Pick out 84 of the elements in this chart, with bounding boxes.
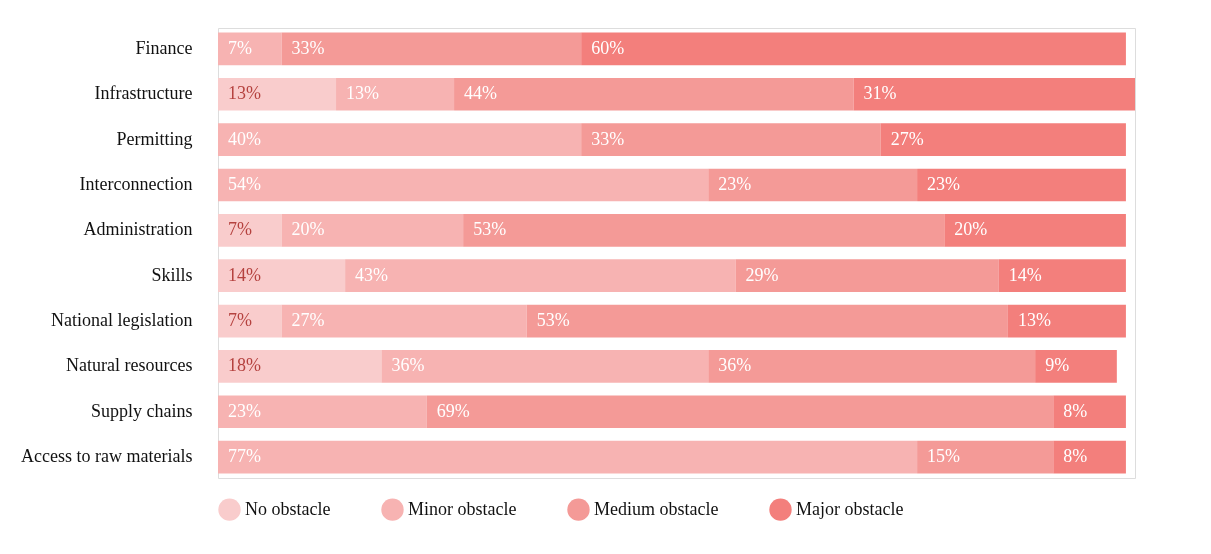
data-label: 31% — [863, 83, 897, 104]
bar — [218, 77, 337, 111]
data-label: 33% — [591, 128, 625, 149]
data-label: 13% — [228, 83, 261, 104]
bar — [281, 32, 582, 66]
data-label: 18% — [228, 355, 261, 376]
bar — [581, 123, 881, 156]
bar — [735, 259, 999, 293]
bar — [218, 213, 282, 247]
y-tick-label: Finance — [135, 37, 193, 58]
bar — [880, 123, 1126, 156]
y-tick-label: Administration — [83, 219, 193, 240]
data-label: 36% — [391, 355, 425, 376]
data-label: 23% — [228, 400, 261, 421]
bar — [1035, 350, 1117, 383]
data-label: 27% — [890, 128, 924, 149]
bar — [281, 304, 527, 338]
bar — [218, 123, 582, 156]
bar — [463, 213, 945, 247]
bar — [944, 213, 1126, 247]
legend-label: Medium obstacle — [594, 498, 719, 519]
bar — [381, 350, 709, 383]
bar — [917, 440, 1054, 474]
bar — [526, 304, 1008, 338]
data-label: 23% — [718, 173, 752, 194]
data-label: 54% — [228, 173, 261, 194]
y-tick-label: Supply chains — [91, 400, 193, 421]
data-label: 40% — [228, 128, 261, 149]
y-tick-label: Infrastructure — [94, 83, 193, 104]
data-label: 13% — [1017, 310, 1051, 331]
y-tick-label: Skills — [151, 264, 193, 285]
bar — [218, 259, 346, 293]
data-label: 7% — [228, 37, 252, 58]
data-label: 33% — [291, 37, 325, 58]
bar — [1007, 304, 1126, 338]
bar — [218, 168, 709, 202]
legend-label: Minor obstacle — [408, 498, 517, 519]
data-label: 53% — [473, 219, 507, 240]
data-label: 43% — [355, 264, 389, 285]
bar — [1053, 395, 1126, 429]
y-tick-label: Natural resources — [66, 355, 193, 376]
data-label: 7% — [228, 310, 252, 331]
data-label: 44% — [464, 83, 498, 104]
bar — [998, 259, 1126, 293]
data-label: 7% — [228, 219, 252, 240]
y-tick-label: Interconnection — [79, 173, 193, 194]
data-label: 60% — [591, 37, 625, 58]
bar — [218, 350, 382, 383]
data-label: 14% — [228, 264, 261, 285]
bar — [336, 77, 455, 111]
data-label: 9% — [1045, 355, 1070, 376]
legend-label: Major obstacle — [796, 498, 904, 519]
data-label: 15% — [927, 446, 961, 467]
data-label: 69% — [436, 400, 470, 421]
bar — [708, 350, 1036, 383]
bar — [454, 77, 854, 111]
data-label: 8% — [1063, 400, 1088, 421]
data-label: 36% — [718, 355, 752, 376]
bar — [853, 77, 1135, 111]
bar — [218, 395, 427, 429]
data-label: 20% — [954, 219, 988, 240]
data-label: 77% — [228, 446, 261, 467]
bar — [426, 395, 1054, 429]
data-label: 20% — [291, 219, 325, 240]
bar — [917, 168, 1126, 202]
data-label: 23% — [927, 173, 961, 194]
y-tick-label: Permitting — [116, 128, 193, 149]
bar — [218, 304, 282, 338]
y-tick-label: National legislation — [51, 310, 193, 331]
bar — [218, 440, 918, 474]
legend-label: No obstacle — [245, 498, 331, 519]
y-tick-label: Access to raw materials — [21, 446, 193, 467]
data-label: 29% — [745, 264, 779, 285]
data-label: 14% — [1008, 264, 1042, 285]
bar — [581, 32, 1126, 66]
data-label: 13% — [346, 83, 380, 104]
bar — [281, 213, 464, 247]
bar — [708, 168, 918, 202]
data-label: 53% — [536, 310, 570, 331]
bar — [345, 259, 736, 293]
bar — [218, 32, 282, 66]
data-label: 8% — [1063, 446, 1088, 467]
data-label: 27% — [291, 310, 325, 331]
bar — [1053, 440, 1126, 474]
